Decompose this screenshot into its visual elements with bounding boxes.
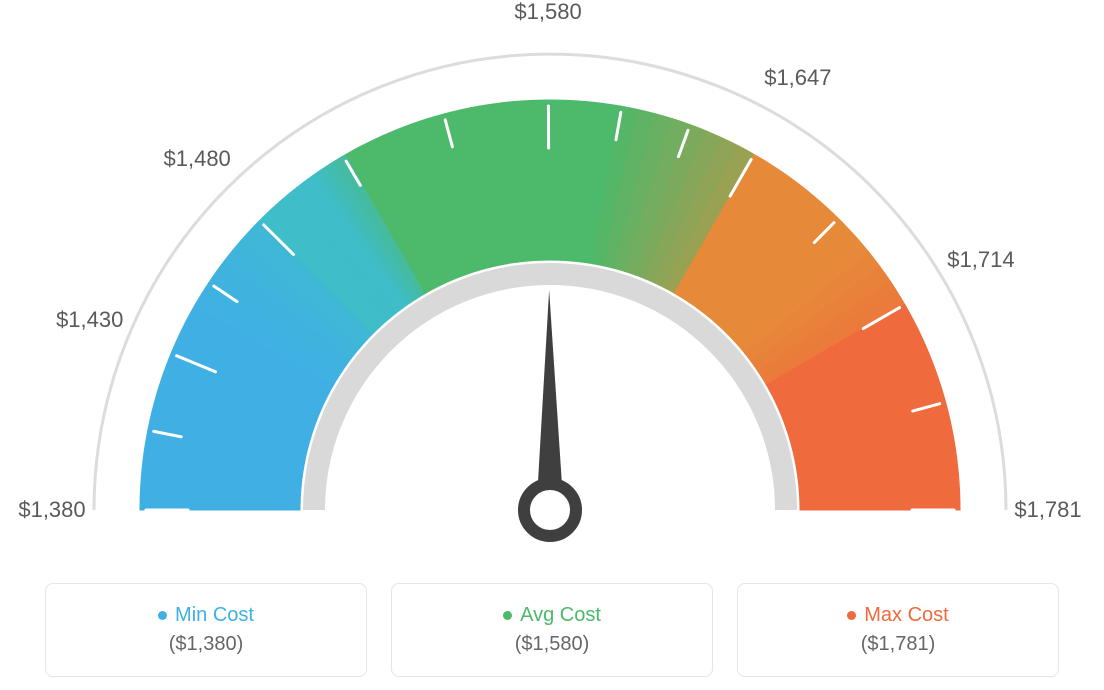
legend-value-avg: ($1,580) (515, 633, 590, 656)
legend-value-min: ($1,380) (169, 633, 244, 656)
gauge-tick-label: $1,580 (514, 0, 581, 25)
legend-title-text: Min Cost (175, 604, 254, 627)
dot-icon (503, 611, 512, 620)
gauge-tick-label: $1,480 (164, 146, 231, 172)
legend-row: Min Cost ($1,380) Avg Cost ($1,580) Max … (0, 570, 1104, 690)
legend-title-max: Max Cost (847, 604, 948, 627)
legend-title-avg: Avg Cost (503, 604, 601, 627)
legend-value-text: ($1,781) (861, 633, 936, 655)
legend-title-text: Avg Cost (520, 604, 601, 627)
chart-container: $1,380 $1,430 $1,480 $1,580 $1,647 $1,714 $1,7… (0, 0, 1104, 690)
legend-value-text: ($1,380) (169, 633, 244, 655)
gauge-tick-label: $1,380 (18, 497, 85, 523)
gauge-tick-label: $1,714 (947, 247, 1014, 273)
dot-icon (158, 611, 167, 620)
legend-title-min: Min Cost (158, 604, 254, 627)
gauge-svg (0, 0, 1104, 560)
legend-card-avg: Avg Cost ($1,580) (391, 583, 713, 677)
legend-title-text: Max Cost (864, 604, 948, 627)
gauge-tick-label: $1,647 (764, 65, 831, 91)
legend-value-max: ($1,781) (861, 633, 936, 656)
gauge-tick-label: $1,781 (1014, 497, 1081, 523)
gauge-tick-label: $1,430 (56, 307, 123, 333)
legend-value-text: ($1,580) (515, 633, 590, 655)
gauge-chart: $1,380 $1,430 $1,480 $1,580 $1,647 $1,714 $1,7… (0, 0, 1104, 560)
legend-card-min: Min Cost ($1,380) (45, 583, 367, 677)
dot-icon (847, 611, 856, 620)
legend-card-max: Max Cost ($1,781) (737, 583, 1059, 677)
